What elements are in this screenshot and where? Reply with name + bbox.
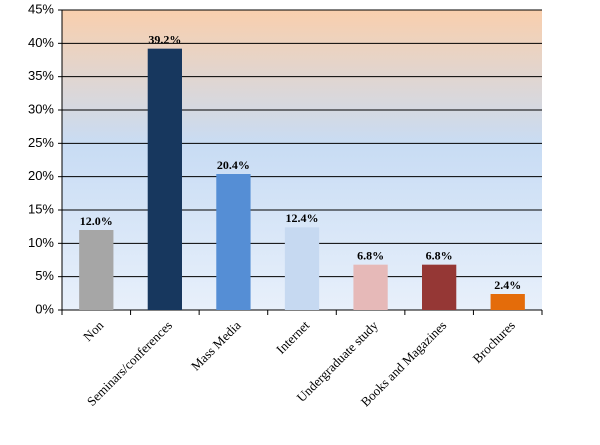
y-tick-label: 30% (28, 101, 54, 116)
y-tick-label: 10% (28, 235, 54, 250)
y-tick-label: 5% (35, 268, 54, 283)
x-tick-label: Mass Media (188, 317, 244, 373)
value-label: 6.8% (357, 248, 384, 262)
value-label: 20.4% (217, 158, 250, 172)
y-tick-label: 45% (28, 1, 54, 16)
bar (490, 294, 525, 310)
value-label: 12.0% (80, 214, 113, 228)
bar (284, 227, 320, 310)
value-label: 2.4% (494, 278, 521, 292)
y-tick-label: 40% (28, 35, 54, 50)
y-tick-label: 20% (28, 168, 54, 183)
bar (147, 48, 182, 311)
y-tick-label: 35% (28, 68, 54, 83)
y-tick-label: 0% (35, 301, 54, 316)
value-label: 6.8% (426, 248, 453, 262)
x-tick-label: Non (80, 317, 107, 344)
x-tick-label: Brochures (470, 318, 518, 366)
y-tick-label: 15% (28, 201, 54, 216)
bar (79, 230, 114, 310)
bar (353, 264, 388, 310)
value-label: 12.4% (286, 211, 319, 225)
bar (216, 174, 251, 310)
value-label: 39.2% (148, 32, 181, 46)
bar (422, 264, 457, 310)
y-tick-label: 25% (28, 135, 54, 150)
x-tick-label: Internet (273, 317, 312, 356)
